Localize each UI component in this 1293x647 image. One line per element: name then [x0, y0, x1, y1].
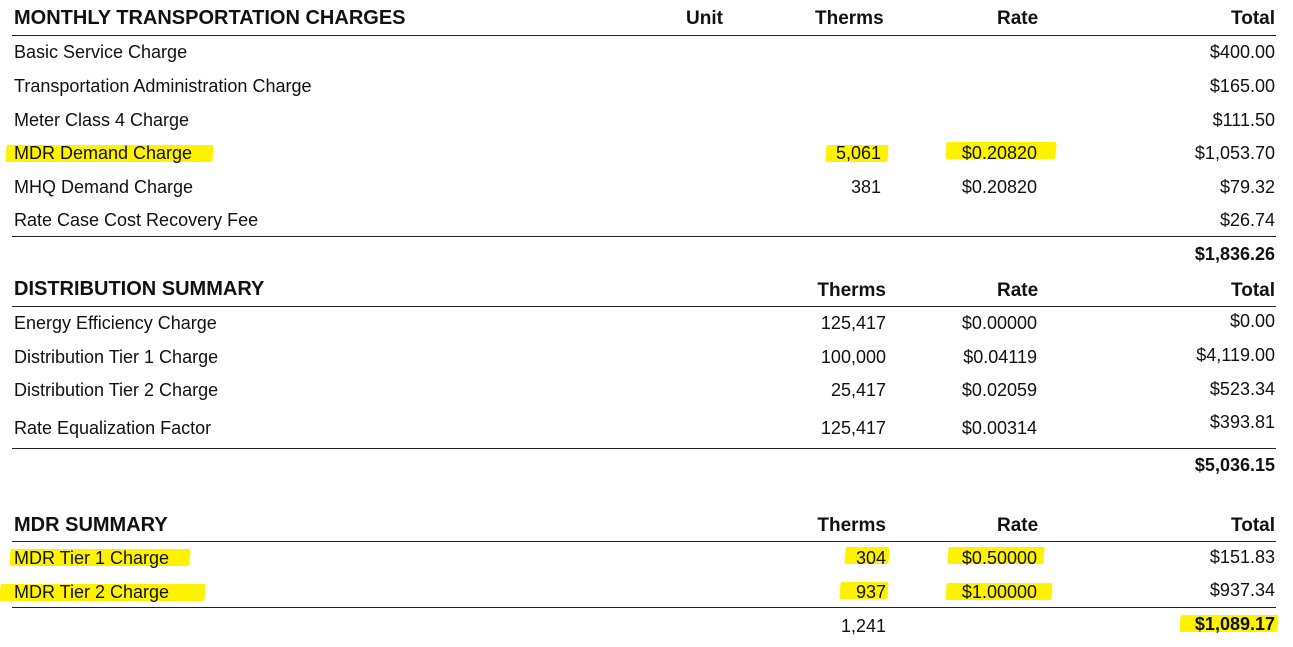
row-therms: 25,417	[830, 380, 886, 400]
divider	[12, 35, 1276, 36]
row-label: MHQ Demand Charge	[14, 177, 194, 197]
row-rate: $0.04119	[963, 347, 1037, 367]
row-therms: 5,061	[835, 143, 881, 163]
column-header-therms: Therms	[817, 280, 886, 301]
row-total: $523.34	[1209, 379, 1275, 399]
row-label: MDR Demand Charge	[14, 143, 193, 163]
section-title: MONTHLY TRANSPORTATION CHARGES	[14, 7, 406, 29]
column-header-total: Total	[1231, 8, 1275, 29]
column-header-unit: Unit	[686, 8, 723, 29]
row-total: $937.34	[1209, 580, 1275, 600]
row-therms: 937	[855, 582, 886, 602]
row-therms: 125,417	[820, 313, 886, 333]
column-header-rate: Rate	[997, 515, 1039, 536]
column-header-total: Total	[1231, 280, 1275, 301]
divider	[12, 607, 1276, 608]
column-header-rate: Rate	[997, 280, 1039, 301]
row-therms: 304	[855, 548, 886, 568]
row-rate: $0.50000	[961, 548, 1037, 568]
row-rate: $0.02059	[961, 380, 1037, 400]
row-label: Meter Class 4 Charge	[14, 110, 190, 130]
column-header-therms: Therms	[815, 8, 884, 29]
row-rate: $0.00314	[961, 418, 1037, 438]
divider	[12, 448, 1276, 449]
divider	[12, 541, 1276, 542]
row-total: $111.50	[1212, 110, 1275, 130]
row-total: $26.74	[1219, 210, 1275, 230]
section-title: DISTRIBUTION SUMMARY	[14, 278, 265, 300]
therms-total: 1,241	[840, 616, 886, 636]
row-total: $4,119.00	[1196, 345, 1275, 365]
row-total: $0.00	[1229, 311, 1275, 331]
section-subtotal: $1,836.26	[1194, 244, 1275, 264]
row-total: $393.81	[1209, 412, 1275, 432]
column-header-total: Total	[1231, 515, 1275, 536]
row-label: Distribution Tier 1 Charge	[14, 347, 219, 367]
row-total: $1,053.70	[1194, 143, 1275, 163]
section-subtotal: $1,089.17	[1194, 614, 1275, 634]
row-total: $151.83	[1209, 547, 1275, 567]
row-label: Energy Efficiency Charge	[14, 313, 217, 333]
row-total: $79.32	[1219, 177, 1275, 197]
row-therms: 125,417	[820, 418, 886, 438]
row-rate: $0.20820	[961, 177, 1037, 197]
divider	[12, 306, 1276, 307]
row-rate: $1.00000	[961, 582, 1037, 602]
divider	[12, 236, 1276, 237]
row-label: Rate Case Cost Recovery Fee	[14, 210, 259, 230]
section-title: MDR SUMMARY	[14, 514, 168, 536]
section-subtotal: $5,036.15	[1194, 455, 1275, 475]
column-header-rate: Rate	[997, 8, 1039, 29]
row-therms: 100,000	[820, 347, 886, 367]
row-total: $165.00	[1209, 76, 1275, 96]
row-label: Rate Equalization Factor	[14, 418, 212, 438]
column-header-therms: Therms	[817, 515, 886, 536]
row-label: MDR Tier 1 Charge	[14, 548, 170, 568]
row-label: Distribution Tier 2 Charge	[14, 380, 219, 400]
row-therms: 381	[850, 177, 881, 197]
row-rate: $0.20820	[961, 143, 1037, 163]
row-total: $400.00	[1209, 42, 1275, 62]
row-label: Transportation Administration Charge	[14, 76, 312, 96]
row-label: MDR Tier 2 Charge	[14, 582, 170, 602]
row-rate: $0.00000	[961, 313, 1037, 333]
row-label: Basic Service Charge	[14, 42, 188, 62]
